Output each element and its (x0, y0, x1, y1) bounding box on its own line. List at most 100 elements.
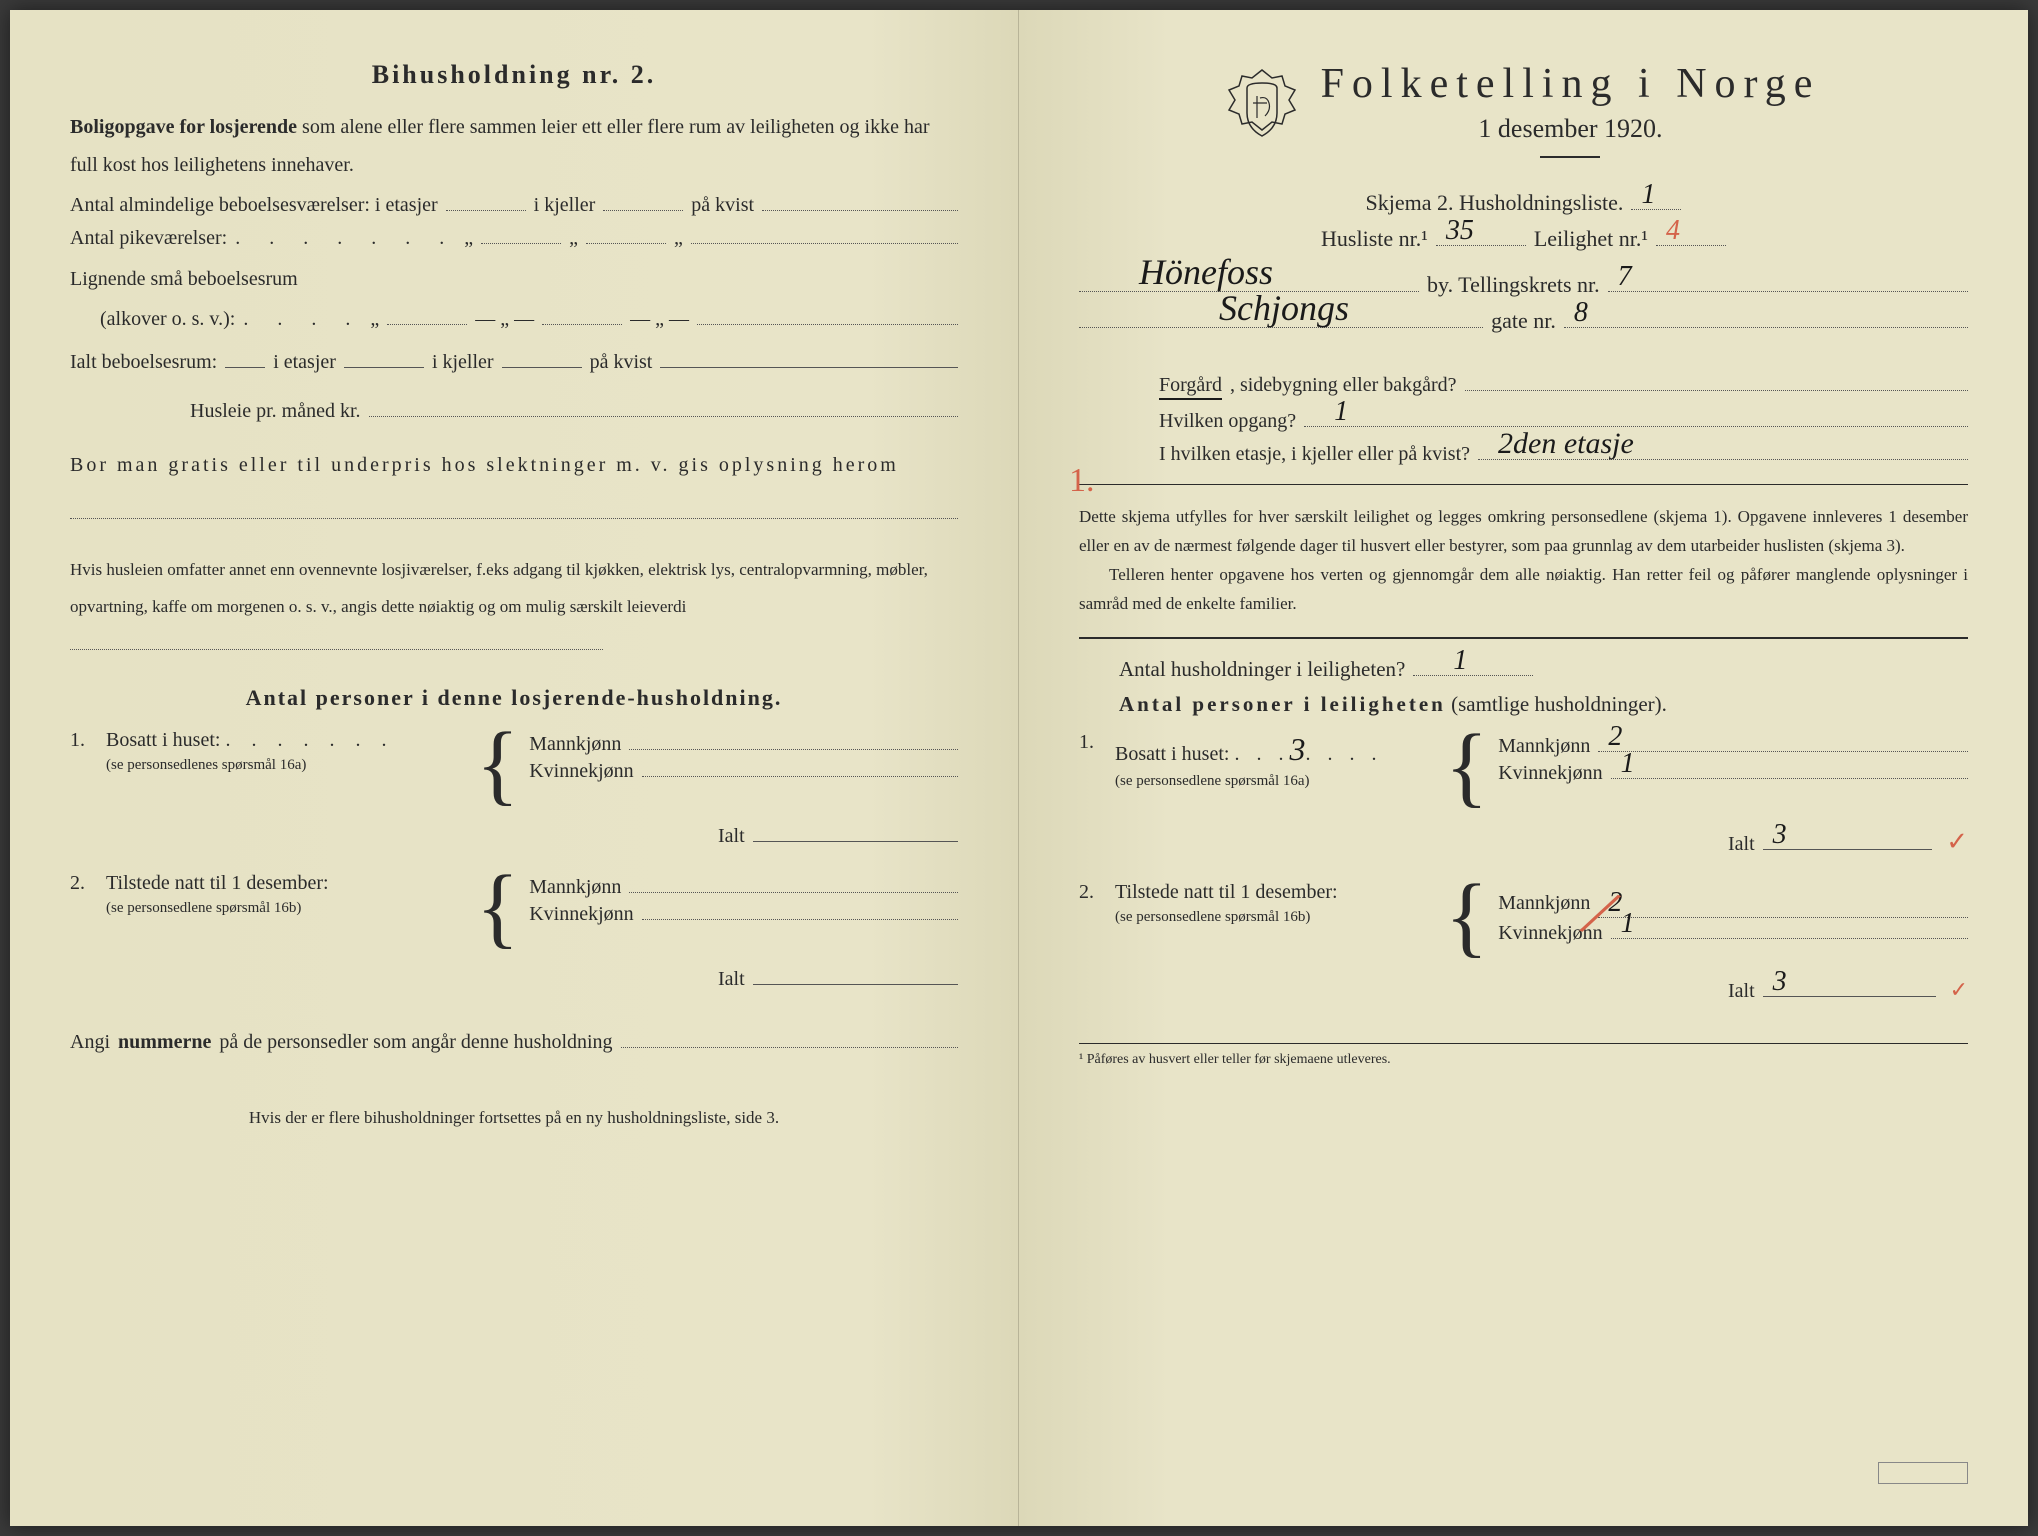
check-mark: ✓ (1946, 827, 1968, 857)
q1-sub: (se personsedlene spørsmål 16a) (1115, 773, 1310, 789)
angi-bold: nummerne (118, 1031, 211, 1054)
etasje-fill: 2den etasje (1498, 427, 1634, 461)
q2-sub: (se personsedlene spørsmål 16b) (1115, 909, 1310, 925)
leilighet-fill: 4 (1666, 215, 1680, 247)
kvinne-label: Kvinnekjønn (1498, 762, 1602, 785)
divider (1079, 484, 1968, 485)
ialt-row: Ialt beboelsesrum: i etasjer i kjeller p… (70, 351, 958, 374)
q1-num: 1. (1079, 731, 1115, 754)
skjema-label: Skjema 2. Husholdningsliste. (1366, 190, 1624, 216)
ialt-label: Ialt (718, 968, 745, 991)
blank (387, 324, 467, 325)
q1-label-wrap: Bosatt i huset: . . .3. . . . (se person… (1115, 731, 1435, 791)
ialt-kvist: på kvist (590, 351, 653, 374)
blank (586, 243, 666, 244)
angi-post: på de personsedler som angår denne husho… (219, 1031, 612, 1054)
q2-block: 2. Tilstede natt til 1 desember: (se per… (70, 872, 958, 944)
mann-label: Mannkjønn (1498, 892, 1590, 915)
gate-label: gate nr. (1491, 308, 1556, 334)
blank (697, 324, 958, 325)
q1-ialt: Ialt (70, 815, 958, 858)
blank (691, 243, 958, 244)
note-text: Hvis husleien omfatter annet enn ovennev… (70, 560, 928, 616)
document-spread: Bihusholdning nr. 2. Boligopgave for los… (10, 10, 2028, 1526)
opgang-fill: 1 (1334, 396, 1348, 428)
q2-label: Tilstede natt til 1 desember: (106, 872, 329, 894)
r-q1-block: 1. Bosatt i huset: . . .3. . . . (se per… (1079, 731, 1968, 803)
q2-label: Tilstede natt til 1 desember: (1115, 881, 1338, 903)
gratis-para: Bor man gratis eller til underpris hos s… (70, 441, 958, 537)
q1-label: Bosatt i huset: (106, 729, 220, 751)
q1-block: 1. Bosatt i huset: . . . . . . . (se per… (70, 729, 958, 801)
q2-kvinne-fill: 1 (1621, 908, 1635, 940)
q1-kvinne-fill: 1 (1621, 748, 1635, 780)
q1-values: Mannkjønn Kvinnekjønn (529, 729, 958, 787)
blank (481, 243, 561, 244)
ialt-label: Ialt beboelsesrum: (70, 351, 217, 374)
opgang-label: Hvilken opgang? (1159, 410, 1296, 433)
blank (642, 919, 958, 920)
q2-ialt: Ialt (70, 958, 958, 1001)
q2-label-wrap: Tilstede natt til 1 desember: (se person… (106, 872, 466, 918)
skjema-blank: 1 (1631, 209, 1681, 210)
maid-label: Antal pikeværelser: (70, 227, 227, 250)
etasje-blank: 2den etasje (1478, 459, 1968, 460)
blank (660, 367, 958, 368)
red-annotation: 1. (1069, 462, 1095, 500)
blank: 2 (1598, 751, 1968, 752)
antal-hush-blank: 1 (1413, 675, 1533, 676)
gate-nr-blank: 8 (1564, 327, 1968, 328)
blank (542, 324, 622, 325)
title-block: Folketelling i Norge 1 desember 1920. (1321, 60, 1821, 170)
similar-label: Lignende små beboelsesrum (70, 260, 958, 298)
by-row: Hönefoss by. Tellingskrets nr. 7 (1079, 272, 1968, 298)
q1-label-wrap: Bosatt i huset: . . . . . . . (se person… (106, 729, 466, 775)
rent-label: Husleie pr. måned kr. (190, 400, 361, 423)
husliste-blank: 35 (1436, 245, 1526, 246)
date: 1 desember 1920. (1321, 114, 1821, 144)
maid-row: Antal pikeværelser: . . . . . . . „ „ „ (70, 227, 958, 250)
q1-sub: (se personsedlenes spørsmål 16a) (106, 757, 306, 773)
forgard-row: Forgård, sidebygning eller bakgård? (1159, 374, 1968, 400)
rent-row: Husleie pr. måned kr. (190, 400, 958, 423)
opgang-blank: 1 (1304, 426, 1968, 427)
note-para: Hvis husleien omfatter annet enn ovennev… (70, 551, 958, 663)
r-q2-block: 2. Tilstede natt til 1 desember: (se per… (1079, 881, 1968, 953)
r-q2-ialt: Ialt3✓ (1079, 967, 1968, 1013)
blank (603, 210, 683, 211)
main-title: Folketelling i Norge (1321, 60, 1821, 108)
forgard-rest: , sidebygning eller bakgård? (1230, 374, 1457, 397)
skjema-row: Skjema 2. Husholdningsliste. 1 (1079, 190, 1968, 216)
kvinne-label: Kvinnekjønn (529, 903, 633, 926)
brace-icon: { (476, 872, 519, 944)
gate-nr-fill: 8 (1574, 297, 1588, 329)
instructions: Dette skjema utfylles for hver særskilt … (1079, 503, 1968, 561)
q2-label-wrap: Tilstede natt til 1 desember: (se person… (1115, 881, 1435, 927)
gate-blank: Schjongs (1079, 327, 1483, 328)
antal-hush-row: Antal husholdninger i leiligheten? 1 (1119, 657, 1968, 682)
q1-values: Mannkjønn2 Kvinnekjønn1 (1498, 731, 1968, 789)
brace-icon: { (1445, 731, 1488, 803)
alkover-row: (alkover o. s. v.): . . . . „ — „ — — „ … (100, 308, 958, 331)
gate-fill: Schjongs (1219, 287, 1349, 329)
q1-ialt-fill: 3 (1773, 819, 1787, 851)
blank (70, 649, 603, 650)
blank (642, 776, 958, 777)
footnote: ¹ Påføres av husvert eller teller før sk… (1079, 1043, 1968, 1068)
divider (1079, 637, 1968, 639)
ialt-kjeller: i kjeller (432, 351, 494, 374)
bottom-note: Hvis der er flere bihusholdninger fortse… (70, 1104, 958, 1133)
left-page: Bihusholdning nr. 2. Boligopgave for los… (10, 10, 1019, 1526)
blank (369, 416, 958, 417)
alkover: (alkover o. s. v.): (100, 308, 235, 331)
blank (225, 367, 265, 368)
right-page: Folketelling i Norge 1 desember 1920. Sk… (1019, 10, 2028, 1526)
angi-row: Angi nummerne på de personsedler som ang… (70, 1031, 958, 1054)
rooms-kjeller: i kjeller (534, 194, 596, 217)
ialt-label: Ialt (718, 825, 745, 848)
q1-total-fill: 3 (1289, 731, 1305, 767)
crest-icon (1227, 68, 1297, 163)
blank (70, 518, 958, 519)
antal-hush-label: Antal husholdninger i leiligheten? (1119, 657, 1405, 682)
antal-pers-rest: (samtlige husholdninger). (1446, 692, 1667, 716)
